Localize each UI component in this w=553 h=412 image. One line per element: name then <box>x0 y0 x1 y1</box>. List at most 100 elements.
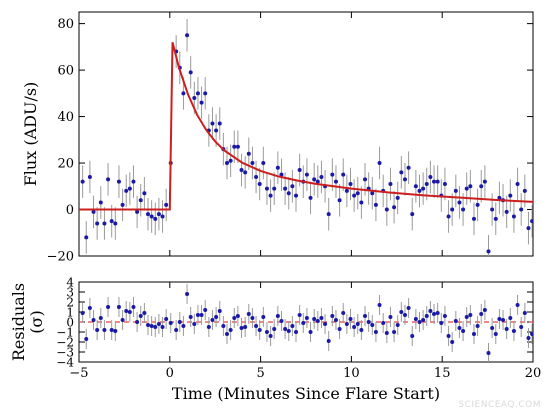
residual-data-point <box>406 306 411 310</box>
residual-ytick-label: 3 <box>66 286 74 300</box>
residual-data-point <box>80 311 85 315</box>
residual-data-point <box>160 325 165 329</box>
residual-data-point <box>272 327 277 331</box>
residual-data-point <box>257 328 262 332</box>
residual-data-point <box>475 324 480 328</box>
flux-data-point <box>406 165 411 170</box>
flux-axes-frame <box>78 11 534 257</box>
residual-data-point <box>261 315 266 319</box>
flux-data-point <box>464 186 469 191</box>
residual-data-point <box>530 332 533 336</box>
residual-data-point <box>366 320 371 324</box>
flux-data-point <box>399 170 404 175</box>
flux-data-point <box>315 179 320 184</box>
residual-ylabel-line: (σ) <box>27 310 46 333</box>
flux-data-point <box>286 191 291 196</box>
flux-data-point <box>308 195 313 200</box>
residual-data-point <box>217 309 222 313</box>
residual-data-point <box>352 325 357 329</box>
residual-data-point <box>392 330 397 334</box>
flux-data-point <box>235 144 240 149</box>
flux-data-point <box>344 188 349 193</box>
flux-data-point <box>457 200 462 205</box>
flux-data-point <box>84 235 89 240</box>
flux-data-point <box>192 95 197 100</box>
residual-data-point <box>504 327 509 331</box>
flux-panel: −20 0 20 40 60 80 Flux (ADU/s) <box>21 11 534 265</box>
flux-data-point <box>486 249 491 254</box>
flux-data-point <box>410 212 415 217</box>
residual-data-point <box>131 305 136 309</box>
residual-data-point <box>120 318 125 322</box>
flux-data-point <box>384 207 389 212</box>
residual-data-point <box>428 309 433 313</box>
flux-data-point <box>417 188 422 193</box>
flux-data-point <box>421 186 426 191</box>
flux-data-point <box>508 193 513 198</box>
residual-data-point <box>486 351 491 355</box>
flux-data-point <box>214 128 219 133</box>
flux-data-point <box>294 193 299 198</box>
flux-data-point <box>142 191 147 196</box>
residual-data-point <box>388 315 393 319</box>
residual-data-point <box>102 328 107 332</box>
residual-data-point <box>457 326 462 330</box>
residual-data-point <box>515 303 520 307</box>
residual-data-point <box>95 328 100 332</box>
residual-data-point <box>490 326 495 330</box>
flux-data-point <box>479 184 484 189</box>
flux-data-point <box>297 168 302 173</box>
residual-data-point <box>127 310 132 314</box>
residual-data-point <box>501 318 506 322</box>
flux-data-point <box>446 214 451 219</box>
residual-data-point <box>453 319 458 323</box>
residual-ytick-label: 1 <box>66 306 74 320</box>
flux-data-point <box>428 174 433 179</box>
flux-data-point <box>504 209 509 214</box>
residual-ytick-label: −4 <box>56 356 74 370</box>
flux-data-point <box>392 205 397 210</box>
residual-data-point <box>174 328 179 332</box>
flux-data-point <box>530 219 533 224</box>
flux-data-point <box>239 168 244 173</box>
residual-data-point <box>377 303 382 307</box>
flux-data-point <box>185 33 190 38</box>
residual-data-point <box>146 323 151 327</box>
residual-xtick-label: 10 <box>343 366 360 381</box>
residual-data-point <box>395 323 400 327</box>
flux-data-point <box>116 179 121 184</box>
flux-data-point <box>188 70 193 75</box>
flux-data-point <box>181 91 186 96</box>
residual-data-point <box>290 324 295 328</box>
flux-data-point <box>453 188 458 193</box>
residual-data-point <box>450 340 455 344</box>
residual-data-point <box>275 314 280 318</box>
residual-xtick-label: −5 <box>69 366 88 381</box>
residual-data-point <box>312 317 317 321</box>
residual-data-point <box>373 330 378 334</box>
residual-data-point <box>497 317 502 321</box>
flux-data-point <box>511 214 516 219</box>
flux-data-point <box>210 121 215 126</box>
residual-data-point <box>294 330 299 334</box>
residual-data-point <box>413 317 418 321</box>
residual-data-point <box>341 311 346 315</box>
flux-data-point <box>493 216 498 221</box>
residual-data-point <box>446 334 451 338</box>
flux-data-point <box>120 202 125 207</box>
residual-data-point <box>417 320 422 324</box>
residual-data-point <box>149 324 154 328</box>
flux-data-point <box>127 186 132 191</box>
residual-data-point <box>279 319 284 323</box>
residual-data-point <box>399 310 404 314</box>
flux-data-point <box>442 181 447 186</box>
residual-data-point <box>164 317 169 321</box>
flux-data-point <box>203 91 208 96</box>
flux-data-point <box>519 207 524 212</box>
flux-data-point <box>135 209 140 214</box>
flux-data-point <box>146 212 151 217</box>
residual-xtick-label: 0 <box>166 366 174 381</box>
residual-data-point <box>206 325 211 329</box>
residual-data-point <box>432 312 437 316</box>
residual-data-point <box>348 317 353 321</box>
